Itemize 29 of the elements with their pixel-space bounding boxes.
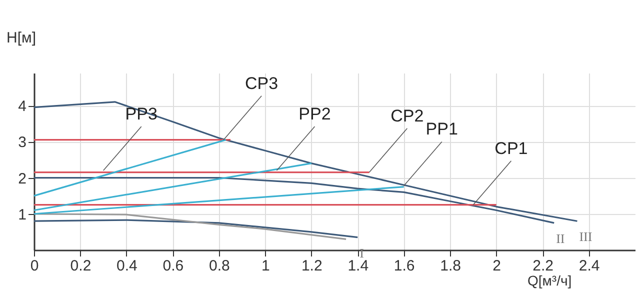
y-tick-label: 2 xyxy=(18,170,26,188)
x-tick-label: 0.8 xyxy=(208,258,230,274)
line-series xyxy=(33,219,358,238)
x-tick-label: 0.6 xyxy=(162,258,184,274)
x-axis-title: Q[м³/ч] xyxy=(528,272,572,288)
annotation: CP1 xyxy=(494,138,528,158)
x-tick-label: 1 xyxy=(261,258,270,274)
x-tick-label: 2.2 xyxy=(532,258,554,274)
series-label: III xyxy=(579,229,592,244)
x-tick-label: 0.4 xyxy=(116,258,138,274)
x-tick-label: 1.8 xyxy=(440,258,462,274)
x-tick-label: 0 xyxy=(30,258,39,274)
x-tick-label: 1.6 xyxy=(394,258,415,274)
x-tick-label: 0.2 xyxy=(70,258,92,274)
line-series xyxy=(33,176,555,224)
y-tick-label: 3 xyxy=(18,134,26,152)
x-tick-label: 1.4 xyxy=(348,258,369,274)
x-tick-label: 2 xyxy=(492,258,501,274)
annotation: CP3 xyxy=(245,74,278,93)
y-axis-title: H[м] xyxy=(6,30,36,46)
y-tick-label: 4 xyxy=(18,98,26,116)
annotation: PP1 xyxy=(426,120,458,139)
y-tick-label: 1 xyxy=(18,206,26,224)
x-tick-label: 1.2 xyxy=(301,258,322,274)
x-tick-label: 2.4 xyxy=(578,258,600,274)
annotation: CP2 xyxy=(390,106,424,126)
annotation: PP2 xyxy=(298,104,331,124)
series-label: II xyxy=(556,230,565,246)
line-series xyxy=(33,101,578,222)
